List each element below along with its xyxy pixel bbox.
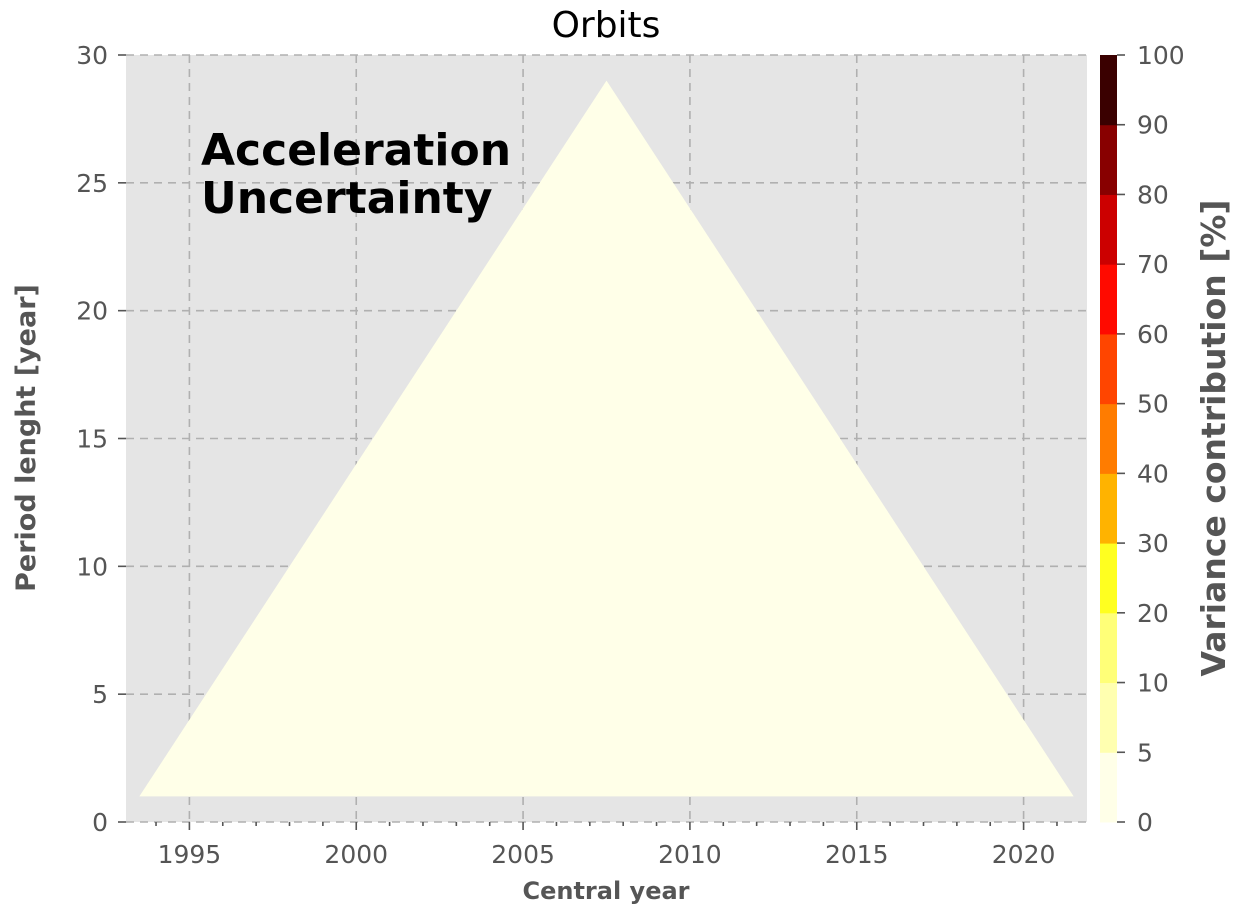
colorbar-tick-label: 90 bbox=[1137, 111, 1169, 140]
colorbar-tick-label: 80 bbox=[1137, 180, 1169, 209]
chart-title: Orbits bbox=[552, 5, 661, 46]
colorbar: 0 5 10 20 30 40 50 60 70 80 90 100 bbox=[1100, 41, 1185, 837]
y-tick-label: 30 bbox=[76, 41, 108, 70]
y-tick-label: 5 bbox=[92, 680, 108, 709]
colorbar-segment bbox=[1100, 264, 1117, 335]
colorbar-segment bbox=[1100, 682, 1117, 753]
x-tick-label: 2015 bbox=[825, 840, 889, 869]
colorbar-tick-label: 30 bbox=[1137, 529, 1169, 558]
colorbar-tick-label: 5 bbox=[1137, 738, 1153, 767]
colorbar-tick-label: 10 bbox=[1137, 669, 1169, 698]
annotation-line-1: Acceleration bbox=[201, 125, 511, 176]
colorbar-segment bbox=[1100, 612, 1117, 684]
y-axis-label: Period lenght [year] bbox=[11, 284, 42, 592]
colorbar-tick-label: 70 bbox=[1137, 250, 1169, 279]
colorbar-label: Variance contribution [%] bbox=[1194, 200, 1233, 677]
colorbar-tick-label: 50 bbox=[1137, 390, 1169, 419]
colorbar-tick-label: 0 bbox=[1137, 808, 1153, 837]
annotation-line-2: Uncertainty bbox=[201, 173, 493, 224]
variance-region bbox=[139, 80, 1074, 797]
colorbar-segment bbox=[1100, 333, 1117, 405]
y-tick-label: 15 bbox=[76, 425, 108, 454]
colorbar-segment bbox=[1100, 194, 1117, 265]
colorbar-tick-label: 40 bbox=[1137, 459, 1169, 488]
x-axis-label: Central year bbox=[522, 877, 689, 905]
y-tick-label: 25 bbox=[76, 169, 108, 198]
colorbar-tick-label: 20 bbox=[1137, 599, 1169, 628]
colorbar-segment bbox=[1100, 473, 1117, 544]
y-tick-label: 20 bbox=[76, 297, 108, 326]
colorbar-segment bbox=[1100, 543, 1117, 614]
x-tick-label: 1995 bbox=[158, 840, 222, 869]
x-tick-label: 2000 bbox=[324, 840, 388, 869]
colorbar-segment bbox=[1100, 403, 1117, 474]
colorbar-segment bbox=[1100, 752, 1117, 823]
x-tick-label: 2010 bbox=[658, 840, 722, 869]
colorbar-tick-label: 100 bbox=[1137, 41, 1185, 70]
y-tick-label: 0 bbox=[92, 808, 108, 837]
x-tick-label: 2020 bbox=[992, 840, 1056, 869]
axis-ticks: 1995 2000 2005 2010 2015 2020 0 5 10 15 20 25 30 bbox=[76, 41, 1058, 869]
colorbar-segment bbox=[1100, 124, 1117, 195]
colorbar-tick-label: 60 bbox=[1137, 320, 1169, 349]
colorbar-segment bbox=[1100, 55, 1117, 126]
x-tick-label: 2005 bbox=[491, 840, 555, 869]
y-tick-label: 10 bbox=[76, 552, 108, 581]
